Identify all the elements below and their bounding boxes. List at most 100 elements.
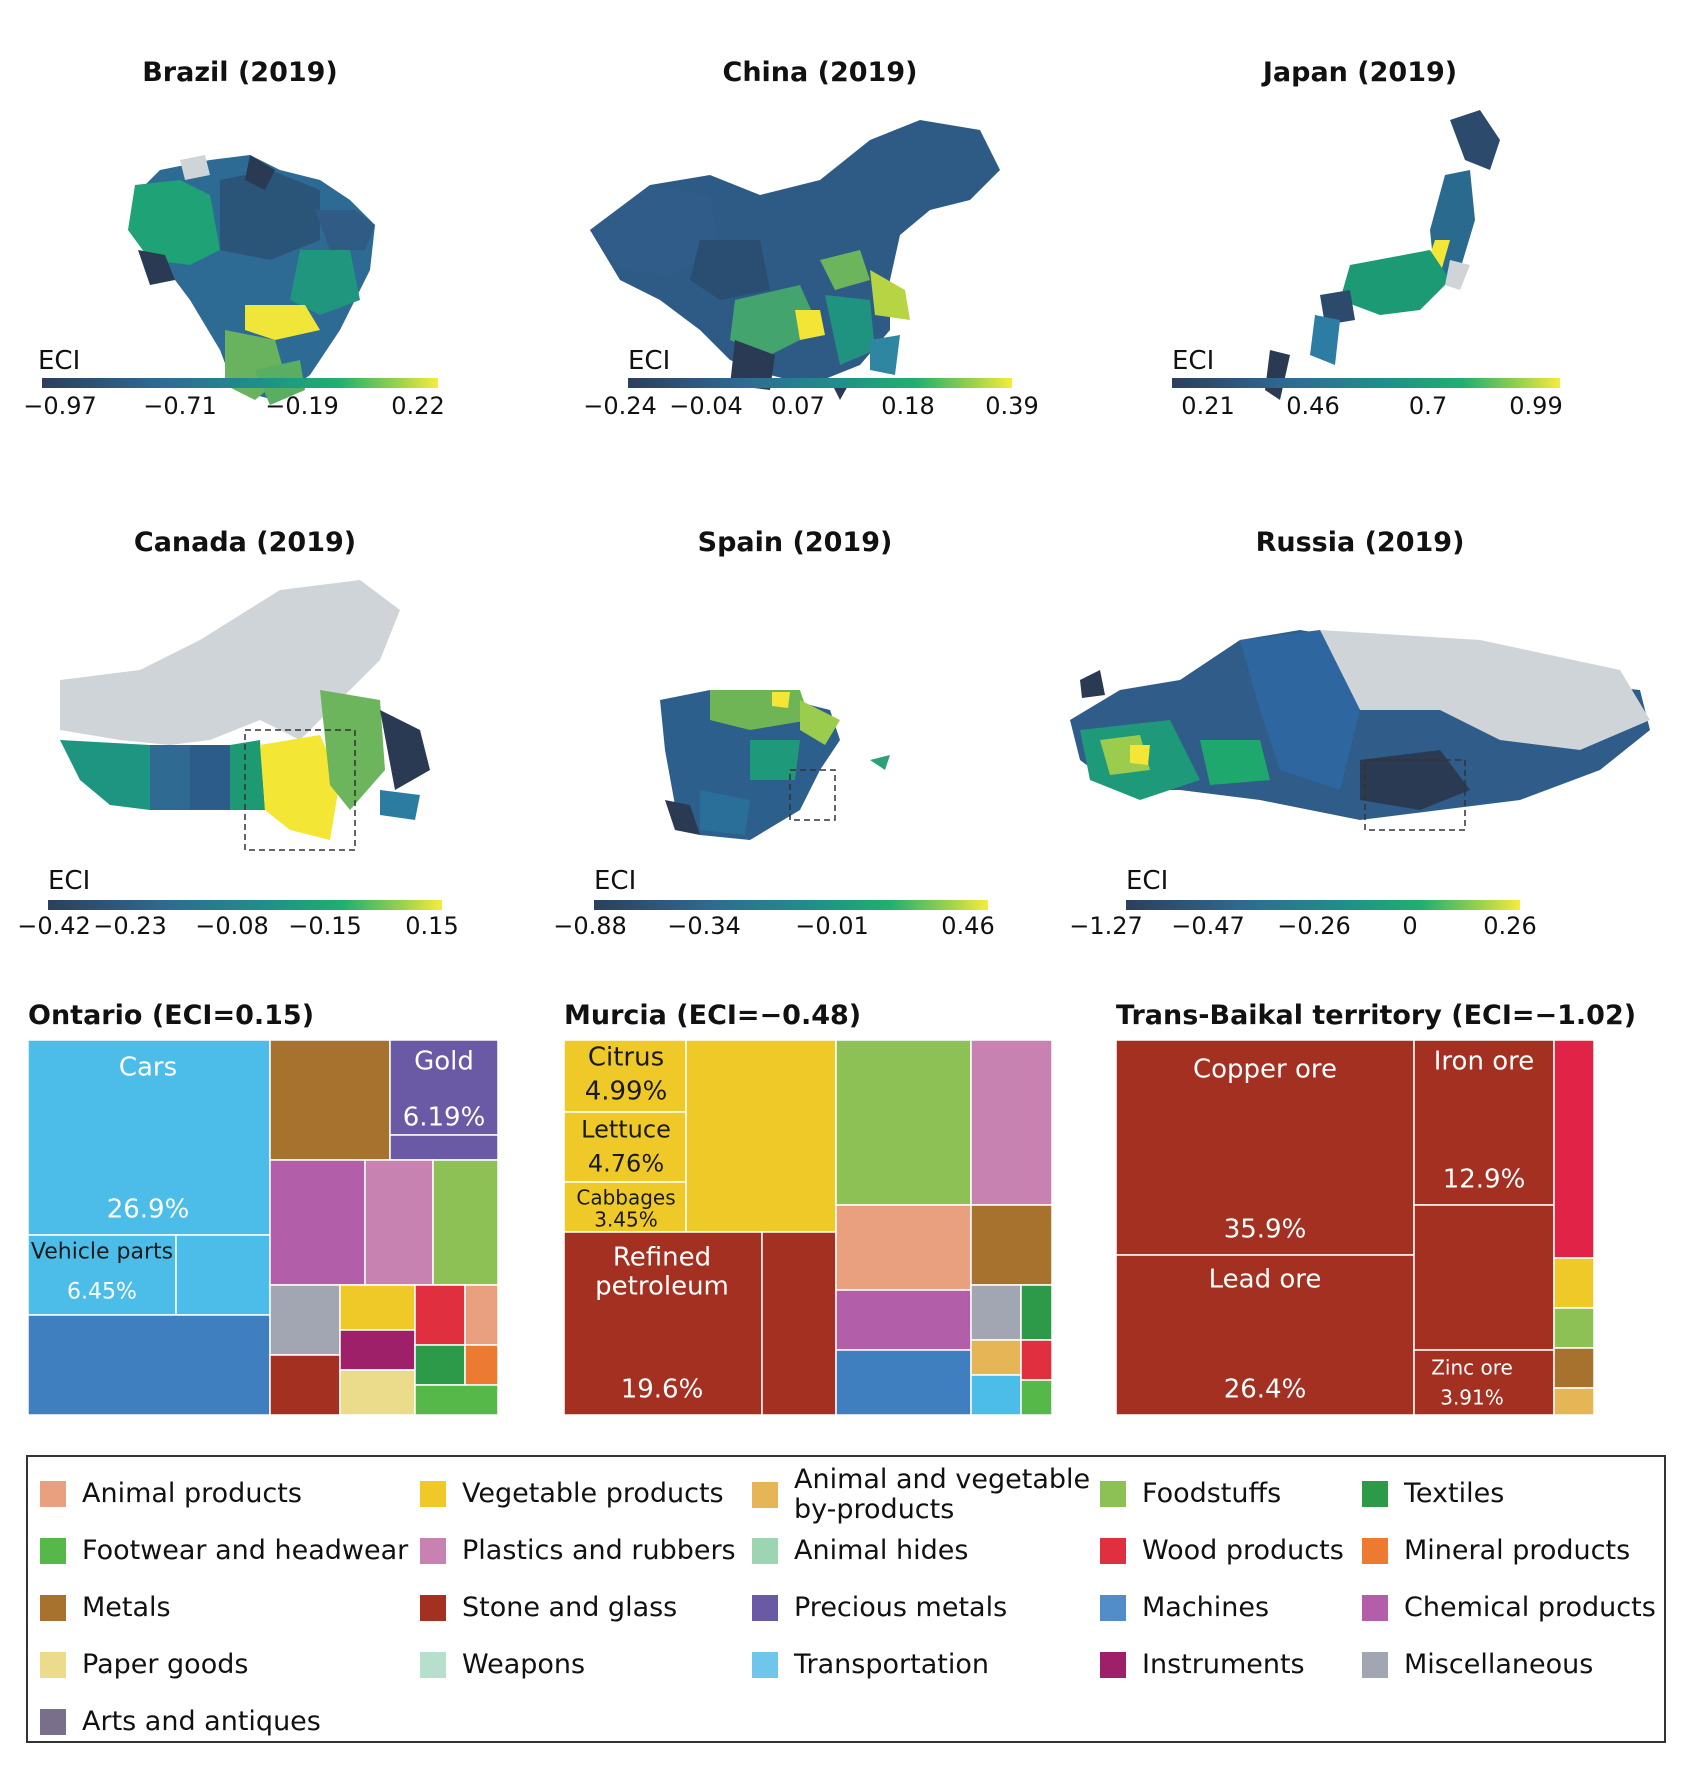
china-choropleth <box>590 120 1000 400</box>
legend-item-arts-antiques: Arts and antiques <box>40 1707 321 1737</box>
legend-swatch <box>1100 1538 1126 1564</box>
legend-swatch <box>1362 1652 1388 1678</box>
tick-china-1: −0.04 <box>669 392 743 420</box>
treemap-label-citrus-share: 4.99% <box>584 1076 668 1107</box>
legend-swatch <box>420 1481 446 1507</box>
legend-swatch <box>752 1652 778 1678</box>
treemap-label-vehicle-parts-share: 6.45% <box>67 1279 137 1305</box>
colorbar-canada <box>48 900 442 910</box>
legend-item-animal-hides: Animal hides <box>752 1536 968 1566</box>
map-title-spain: Spain (2019) <box>697 527 893 558</box>
tick-russia-2: −0.26 <box>1277 912 1351 940</box>
legend-swatch <box>1100 1652 1126 1678</box>
tick-brazil-3: 0.22 <box>391 392 445 420</box>
treemap-ontario: Cars 26.9% Vehicle parts 6.45% Gold 6.19… <box>28 1040 498 1415</box>
tick-russia-3: 0 <box>1402 912 1418 940</box>
treemap-label-lettuce: Lettuce <box>581 1115 671 1144</box>
eci-label-brazil: ECI <box>38 346 81 376</box>
tick-canada-2: −0.08 <box>195 912 269 940</box>
treemap-title-ontario: Ontario (ECI=0.15) <box>28 1000 315 1031</box>
tick-canada-3: −0.15 <box>288 912 362 940</box>
treemap-label-gold-share: 6.19% <box>402 1102 486 1133</box>
spain-choropleth <box>660 690 890 840</box>
treemap-label-lettuce-share: 4.76% <box>587 1149 665 1178</box>
treemap-label-refined-petroleum-share: 19.6% <box>620 1374 704 1405</box>
legend-swatch <box>752 1482 778 1508</box>
treemap-murcia-graphic <box>564 1040 1052 1415</box>
eci-label-japan: ECI <box>1172 346 1215 376</box>
legend-item-foodstuffs: Foodstuffs <box>1100 1479 1281 1509</box>
legend-swatch <box>752 1538 778 1564</box>
legend-item-stone-glass: Stone and glass <box>420 1593 677 1623</box>
tick-spain-0: −0.88 <box>553 912 627 940</box>
colorbar-spain <box>594 900 988 910</box>
legend-item-vegetable-products: Vegetable products <box>420 1479 724 1509</box>
tick-japan-2: 0.7 <box>1408 392 1448 420</box>
tick-canada-1: −0.23 <box>93 912 167 940</box>
legend-item-paper-goods: Paper goods <box>40 1650 248 1680</box>
tick-russia-1: −0.47 <box>1171 912 1245 940</box>
treemap-label-vehicle-parts: Vehicle parts <box>30 1239 174 1265</box>
tick-china-0: −0.24 <box>583 392 657 420</box>
legend-swatch <box>1362 1538 1388 1564</box>
legend-swatch <box>40 1538 66 1564</box>
treemap-label-refined-petroleum-line2: petroleum <box>595 1271 729 1302</box>
legend-swatch <box>1362 1595 1388 1621</box>
eci-label-canada: ECI <box>48 866 91 896</box>
map-title-canada: Canada (2019) <box>133 527 357 558</box>
tick-japan-3: 0.99 <box>1509 392 1563 420</box>
colorbar-china <box>628 378 1012 388</box>
treemap-label-lead-ore: Lead ore <box>1208 1264 1322 1295</box>
treemap-ontario-graphic <box>28 1040 498 1415</box>
brazil-choropleth <box>128 155 375 405</box>
legend-item-metals: Metals <box>40 1593 171 1623</box>
legend-item-weapons: Weapons <box>420 1650 585 1680</box>
treemap-murcia: Citrus 4.99% Lettuce 4.76% Cabbages 3.45… <box>564 1040 1052 1415</box>
legend-item-chemical-products: Chemical products <box>1362 1593 1656 1623</box>
treemap-label-cars: Cars <box>118 1052 178 1083</box>
china-map-panel: China (2019) ECI −0.24 −0.04 0.07 0.18 0… <box>570 56 1070 476</box>
legend-item-precious-metals: Precious metals <box>752 1593 1007 1623</box>
tick-spain-2: −0.01 <box>795 912 869 940</box>
treemap-transbaikal: Copper ore 35.9% Iron ore 12.9% Lead ore… <box>1116 1040 1594 1415</box>
legend-swatch <box>40 1652 66 1678</box>
tick-japan-1: 0.46 <box>1286 392 1340 420</box>
treemap-label-citrus: Citrus <box>587 1042 665 1073</box>
spain-map-panel: Spain (2019) ECI −0.88 −0.34 −0.01 0.46 <box>550 526 1040 946</box>
tick-canada-0: −0.42 <box>17 912 91 940</box>
legend-item-animal-vegetable-by-products: Animal and vegetable by-products <box>752 1465 1094 1525</box>
treemap-label-cars-share: 26.9% <box>106 1194 190 1225</box>
japan-choropleth <box>1265 110 1500 400</box>
tick-china-4: 0.39 <box>985 392 1039 420</box>
treemap-label-iron-ore-share: 12.9% <box>1442 1164 1526 1195</box>
legend-item-miscellaneous: Miscellaneous <box>1362 1650 1593 1680</box>
legend-swatch <box>1100 1481 1126 1507</box>
legend-swatch <box>420 1538 446 1564</box>
map-title-china: China (2019) <box>722 57 918 88</box>
eci-label-russia: ECI <box>1126 866 1169 896</box>
legend-item-transportation: Transportation <box>752 1650 989 1680</box>
legend-item-animal-products: Animal products <box>40 1479 302 1509</box>
map-title-brazil: Brazil (2019) <box>142 57 338 88</box>
legend-swatch <box>40 1709 66 1735</box>
tick-spain-1: −0.34 <box>667 912 741 940</box>
treemap-label-refined-petroleum: Refined <box>612 1242 712 1273</box>
eci-label-china: ECI <box>628 346 671 376</box>
treemap-label-lead-ore-share: 26.4% <box>1223 1374 1307 1405</box>
legend-item-wood-products: Wood products <box>1100 1536 1344 1566</box>
colorbar-japan <box>1172 378 1560 388</box>
treemap-label-copper-ore: Copper ore <box>1192 1054 1338 1085</box>
russia-map-panel: Russia (2019) ECI −1.27 −0.47 −0.26 0 0.… <box>1060 526 1660 946</box>
tick-brazil-0: −0.97 <box>23 392 97 420</box>
tick-brazil-2: −0.19 <box>265 392 339 420</box>
legend-item-instruments: Instruments <box>1100 1650 1305 1680</box>
colorbar-brazil <box>42 378 438 388</box>
treemap-label-cabbages-share: 3.45% <box>594 1207 658 1232</box>
map-title-japan: Japan (2019) <box>1262 57 1458 88</box>
map-title-russia: Russia (2019) <box>1255 527 1465 558</box>
canada-choropleth <box>60 580 430 851</box>
canada-map-panel: Canada (2019) ECI −0.42 −0.23 −0.08 −0.1… <box>17 526 470 946</box>
treemap-label-cabbages: Cabbages <box>576 1185 676 1210</box>
legend-swatch <box>40 1595 66 1621</box>
legend-item-mineral-products: Mineral products <box>1362 1536 1630 1566</box>
